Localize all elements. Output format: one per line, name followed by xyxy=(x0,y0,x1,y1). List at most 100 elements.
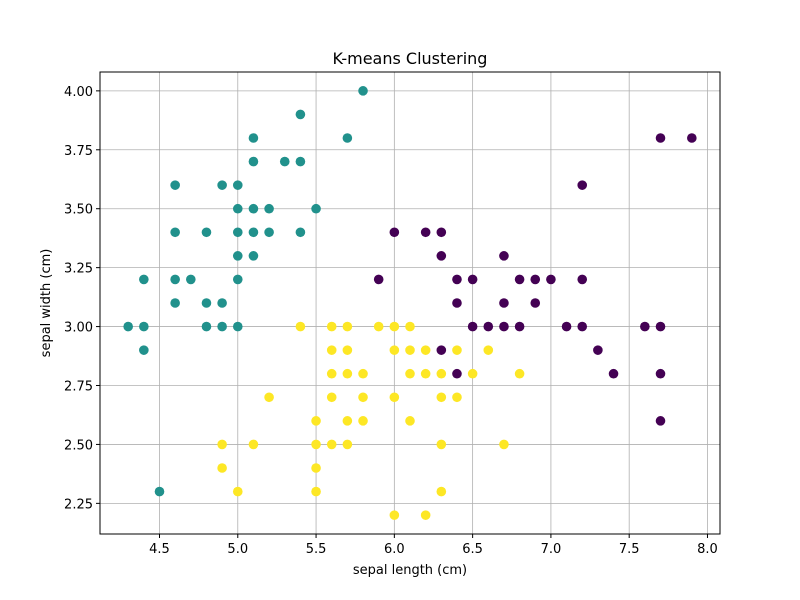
scatter-point-cluster-2 xyxy=(311,463,321,473)
scatter-point-cluster-1 xyxy=(264,227,274,238)
scatter-point-cluster-1 xyxy=(186,274,196,285)
scatter-point-cluster-2 xyxy=(436,368,447,379)
y-tick-label: 3.00 xyxy=(64,321,93,336)
scatter-point-cluster-2 xyxy=(217,463,227,473)
scatter-point-cluster-1 xyxy=(170,298,180,308)
scatter-point-cluster-2 xyxy=(311,439,321,450)
scatter-point-cluster-2 xyxy=(373,321,384,332)
scatter-point-cluster-2 xyxy=(326,368,337,379)
scatter-point-cluster-2 xyxy=(483,345,494,355)
scatter-point-cluster-3 xyxy=(655,368,666,379)
scatter-point-cluster-3 xyxy=(436,251,447,261)
scatter-point-cluster-2 xyxy=(342,439,353,450)
x-tick-label: 5.0 xyxy=(227,542,248,557)
scatter-point-cluster-1 xyxy=(248,203,259,214)
scatter-point-cluster-2 xyxy=(264,392,274,403)
scatter-point-cluster-2 xyxy=(499,439,509,450)
scatter-point-cluster-2 xyxy=(232,486,243,497)
scatter-point-cluster-1 xyxy=(232,203,243,214)
scatter-point-cluster-2 xyxy=(342,345,353,355)
scatter-point-cluster-1 xyxy=(232,321,243,332)
x-axis-label: sepal length (cm) xyxy=(353,563,467,578)
x-tick-label: 6.0 xyxy=(384,542,405,557)
scatter-point-cluster-2 xyxy=(326,345,337,355)
scatter-point-cluster-3 xyxy=(530,298,541,308)
scatter-point-cluster-1 xyxy=(311,203,321,214)
scatter-point-cluster-3 xyxy=(499,298,509,308)
scatter-point-cluster-3 xyxy=(436,227,447,238)
scatter-point-cluster-3 xyxy=(593,345,603,355)
scatter-point-cluster-3 xyxy=(561,321,572,332)
scatter-point-cluster-2 xyxy=(358,368,368,379)
scatter-point-cluster-2 xyxy=(326,439,337,450)
scatter-point-cluster-2 xyxy=(420,345,431,355)
scatter-point-cluster-3 xyxy=(436,345,447,355)
x-tick-label: 8.0 xyxy=(697,542,718,557)
scatter-point-cluster-2 xyxy=(405,321,415,332)
scatter-point-cluster-1 xyxy=(248,156,259,167)
data-points xyxy=(123,86,697,520)
scatter-point-cluster-3 xyxy=(452,298,462,308)
scatter-point-cluster-2 xyxy=(436,486,447,497)
scatter-point-cluster-2 xyxy=(342,416,353,426)
scatter-point-cluster-1 xyxy=(170,274,180,285)
x-tick-label: 7.5 xyxy=(619,542,640,557)
scatter-point-cluster-2 xyxy=(514,368,525,379)
y-tick-label: 3.75 xyxy=(64,144,93,159)
scatter-point-cluster-3 xyxy=(577,321,588,332)
y-tick-label: 4.00 xyxy=(64,85,93,100)
y-tick-label: 2.25 xyxy=(64,497,93,512)
scatter-point-cluster-2 xyxy=(389,345,400,355)
scatter-point-cluster-1 xyxy=(217,321,227,332)
y-axis-label: sepal width (cm) xyxy=(39,249,54,358)
scatter-point-cluster-3 xyxy=(452,274,462,285)
scatter-point-cluster-1 xyxy=(201,227,212,238)
scatter-point-cluster-2 xyxy=(405,416,415,426)
scatter-point-cluster-2 xyxy=(311,486,321,497)
scatter-point-cluster-3 xyxy=(655,416,666,426)
scatter-point-cluster-1 xyxy=(170,180,180,190)
scatter-point-cluster-3 xyxy=(655,321,666,332)
scatter-point-cluster-1 xyxy=(139,274,149,285)
scatter-point-cluster-2 xyxy=(420,510,431,520)
scatter-point-cluster-1 xyxy=(248,227,259,238)
scatter-point-cluster-2 xyxy=(295,321,306,332)
scatter-point-cluster-1 xyxy=(154,486,165,497)
scatter-point-cluster-1 xyxy=(248,133,259,143)
scatter-point-cluster-3 xyxy=(467,274,478,285)
plot-area-frame xyxy=(99,71,721,535)
x-tick-label: 5.5 xyxy=(306,542,327,557)
scatter-point-cluster-3 xyxy=(514,321,525,332)
scatter-point-cluster-3 xyxy=(577,180,588,190)
x-tick-label: 7.0 xyxy=(541,542,562,557)
scatter-point-cluster-2 xyxy=(311,416,321,426)
scatter-point-cluster-3 xyxy=(687,133,697,143)
scatter-point-cluster-3 xyxy=(373,274,384,285)
scatter-point-cluster-1 xyxy=(248,251,259,261)
axis-ticks: 4.5 5.0 5.5 6.0 6.5 7.0 7.5 8.0 2.25 2.50 2.75 3.00… xyxy=(64,85,718,557)
x-tick-label: 4.5 xyxy=(149,542,170,557)
scatter-point-cluster-2 xyxy=(452,345,462,355)
scatter-point-cluster-1 xyxy=(264,203,274,214)
scatter-point-cluster-1 xyxy=(139,345,149,355)
scatter-point-cluster-2 xyxy=(420,368,431,379)
scatter-point-cluster-3 xyxy=(608,368,619,379)
scatter-point-cluster-3 xyxy=(452,368,462,379)
scatter-point-cluster-3 xyxy=(467,321,478,332)
scatter-point-cluster-1 xyxy=(217,180,227,190)
scatter-point-cluster-2 xyxy=(452,392,462,403)
scatter-point-cluster-1 xyxy=(279,156,290,167)
scatter-point-cluster-2 xyxy=(389,392,400,403)
scatter-point-cluster-1 xyxy=(295,227,306,238)
scatter-point-cluster-1 xyxy=(358,86,368,96)
scatter-point-cluster-1 xyxy=(123,321,133,332)
scatter-point-cluster-2 xyxy=(389,321,400,332)
y-tick-label: 2.50 xyxy=(64,438,93,453)
scatter-point-cluster-3 xyxy=(640,321,650,332)
scatter-point-cluster-1 xyxy=(232,251,243,261)
scatter-point-cluster-3 xyxy=(514,274,525,285)
scatter-point-cluster-2 xyxy=(342,321,353,332)
scatter-point-cluster-2 xyxy=(436,392,447,403)
